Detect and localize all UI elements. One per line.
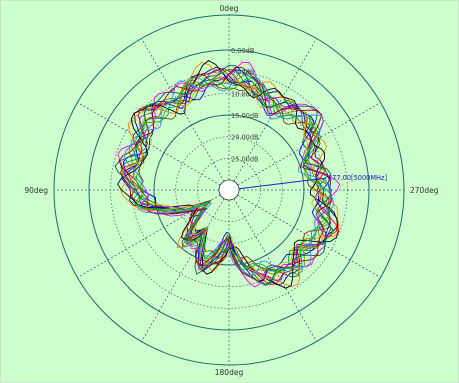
series-line	[121, 70, 328, 280]
angle-label-90: 90deg	[24, 186, 48, 195]
spoke-line	[77, 194, 221, 278]
angle-label-180: 180deg	[215, 368, 244, 377]
ring-circle	[196, 157, 262, 223]
spoke-line	[233, 198, 317, 342]
series-group	[114, 59, 341, 289]
marker-group: 277.00[5000MHz]	[238, 174, 387, 190]
spoke-line	[141, 198, 225, 342]
ring-circles	[53, 14, 405, 366]
ring-label-25: 25.00dB	[231, 155, 259, 163]
spoke-line	[77, 102, 221, 186]
ring-circle	[175, 136, 283, 244]
spoke-line	[237, 194, 381, 278]
ring-label-15: 15.00dB	[231, 112, 259, 120]
spoke-line	[141, 38, 225, 182]
ring-label-10: 10.00dB	[231, 90, 259, 98]
ring-label-0: 0.00dB	[231, 47, 255, 55]
series-line	[130, 73, 332, 278]
marker-line	[238, 177, 326, 190]
center-hole	[218, 179, 240, 201]
ring-label-20: 20.00dB	[231, 134, 259, 142]
series-line	[133, 78, 331, 274]
angle-labels: 0deg 90deg 180deg 270deg	[24, 4, 438, 377]
series-line	[120, 61, 340, 287]
spoke-line	[233, 38, 317, 182]
ring-circle	[110, 71, 348, 309]
angle-label-0: 0deg	[220, 4, 239, 13]
ring-labels: 0.00dB 5.00dB 10.00dB 15.00dB 20.00dB 25…	[231, 47, 259, 163]
angle-label-270: 270deg	[410, 186, 439, 195]
marker-label: 277.00[5000MHz]	[328, 174, 387, 182]
spoke-lines	[54, 15, 404, 365]
outer-circle	[53, 14, 405, 366]
ring-label-5: 5.00dB	[231, 69, 255, 77]
spoke-line	[237, 102, 381, 186]
ring-circle	[131, 92, 327, 288]
ring-circle	[88, 49, 370, 331]
series-line	[118, 66, 333, 282]
series-line	[123, 69, 334, 276]
ring-circle	[153, 114, 305, 266]
